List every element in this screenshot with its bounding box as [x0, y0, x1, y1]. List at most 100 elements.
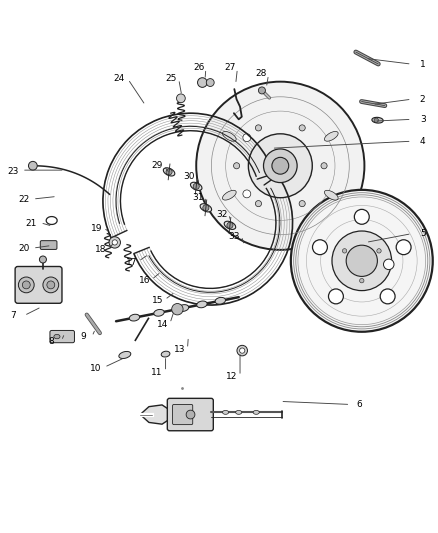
Circle shape — [39, 256, 46, 263]
Circle shape — [203, 205, 209, 211]
Circle shape — [18, 277, 34, 293]
Text: 18: 18 — [95, 245, 106, 254]
Text: 19: 19 — [91, 224, 102, 233]
Circle shape — [198, 78, 207, 87]
Text: 28: 28 — [256, 69, 267, 78]
Text: 10: 10 — [90, 364, 101, 373]
Text: 5: 5 — [420, 229, 426, 238]
Circle shape — [255, 125, 261, 131]
Circle shape — [237, 345, 247, 356]
Circle shape — [243, 190, 251, 198]
Circle shape — [291, 190, 433, 332]
Text: 17: 17 — [126, 257, 137, 266]
Text: 20: 20 — [18, 245, 30, 254]
Circle shape — [312, 240, 327, 255]
Text: 1: 1 — [420, 60, 426, 69]
Text: 31: 31 — [192, 193, 204, 202]
Text: 6: 6 — [356, 400, 362, 409]
Text: 26: 26 — [194, 63, 205, 72]
Ellipse shape — [215, 297, 226, 304]
Text: 30: 30 — [184, 172, 195, 181]
FancyBboxPatch shape — [40, 241, 57, 249]
Ellipse shape — [119, 351, 131, 359]
Circle shape — [112, 240, 117, 245]
Ellipse shape — [161, 351, 170, 357]
Text: 25: 25 — [165, 74, 177, 83]
Circle shape — [299, 200, 305, 207]
Ellipse shape — [223, 190, 236, 200]
Ellipse shape — [223, 132, 236, 141]
Ellipse shape — [200, 204, 212, 212]
Text: 33: 33 — [229, 232, 240, 241]
Circle shape — [258, 87, 265, 94]
Circle shape — [227, 222, 233, 229]
Text: 8: 8 — [49, 337, 55, 346]
Circle shape — [193, 183, 199, 189]
Circle shape — [374, 118, 378, 123]
Circle shape — [196, 82, 364, 250]
Text: 21: 21 — [26, 219, 37, 228]
Ellipse shape — [197, 301, 207, 308]
Text: 7: 7 — [10, 311, 16, 320]
Circle shape — [233, 163, 240, 169]
Circle shape — [272, 157, 289, 174]
Circle shape — [28, 161, 37, 170]
Circle shape — [240, 348, 245, 353]
Ellipse shape — [54, 334, 60, 339]
Circle shape — [332, 231, 392, 290]
Text: 29: 29 — [151, 161, 162, 170]
Circle shape — [343, 249, 347, 253]
Text: 4: 4 — [420, 137, 425, 146]
Text: 24: 24 — [113, 74, 125, 83]
Circle shape — [172, 303, 183, 315]
Text: 22: 22 — [18, 196, 30, 205]
Ellipse shape — [253, 410, 259, 414]
Circle shape — [264, 149, 297, 183]
Text: 32: 32 — [216, 211, 227, 219]
Polygon shape — [140, 405, 169, 424]
Circle shape — [243, 134, 251, 142]
Text: 13: 13 — [174, 345, 185, 354]
Ellipse shape — [129, 314, 140, 321]
Ellipse shape — [178, 305, 189, 311]
Text: 9: 9 — [80, 332, 86, 341]
Circle shape — [354, 209, 369, 224]
Text: 15: 15 — [152, 296, 163, 305]
Circle shape — [47, 281, 55, 289]
Circle shape — [43, 277, 59, 293]
Ellipse shape — [223, 410, 229, 414]
Circle shape — [109, 237, 120, 248]
Text: 11: 11 — [151, 368, 162, 377]
Circle shape — [346, 245, 378, 277]
Ellipse shape — [372, 117, 383, 123]
Ellipse shape — [191, 182, 202, 190]
Circle shape — [377, 249, 381, 253]
Ellipse shape — [325, 132, 338, 141]
Text: 23: 23 — [7, 166, 19, 175]
FancyBboxPatch shape — [173, 405, 193, 425]
Circle shape — [248, 134, 312, 198]
Text: 2: 2 — [420, 95, 425, 104]
Circle shape — [380, 289, 395, 304]
Circle shape — [328, 289, 343, 304]
Ellipse shape — [163, 168, 175, 176]
Text: 12: 12 — [226, 373, 238, 382]
Circle shape — [360, 278, 364, 283]
Ellipse shape — [236, 410, 242, 414]
Circle shape — [177, 94, 185, 103]
Ellipse shape — [224, 221, 236, 229]
Circle shape — [396, 240, 411, 255]
Circle shape — [384, 259, 394, 270]
Circle shape — [22, 281, 30, 289]
Circle shape — [321, 163, 327, 169]
FancyBboxPatch shape — [167, 398, 213, 431]
FancyBboxPatch shape — [50, 330, 74, 343]
Text: 3: 3 — [420, 115, 426, 124]
Text: 27: 27 — [225, 63, 236, 72]
Ellipse shape — [154, 310, 164, 316]
Text: 14: 14 — [157, 320, 169, 329]
Circle shape — [206, 78, 214, 86]
Text: 16: 16 — [139, 276, 150, 285]
Ellipse shape — [325, 190, 338, 200]
Circle shape — [299, 125, 305, 131]
